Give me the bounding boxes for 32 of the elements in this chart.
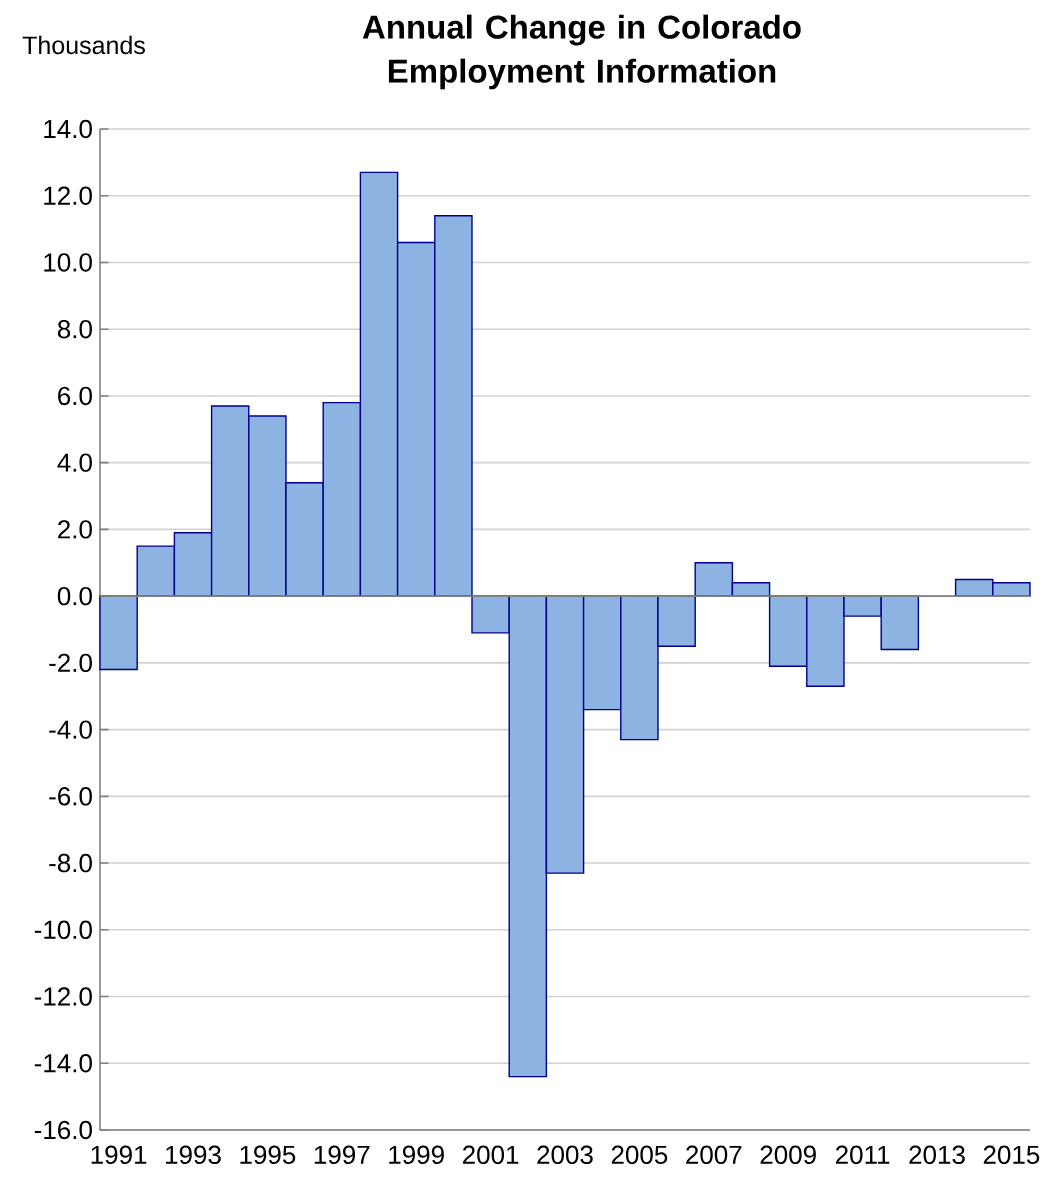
- x-tick-label: 2003: [537, 1145, 593, 1165]
- y-tick-label: 12.0: [44, 186, 92, 205]
- x-tick-label: 1991: [91, 1145, 147, 1165]
- chart-title: Annual Change in Colorado Employment Information: [362, 14, 801, 90]
- y-tick-label: -12.0: [34, 987, 92, 1006]
- y-tick-label: -14.0: [34, 1054, 92, 1073]
- y-tick-label: 8.0: [57, 319, 92, 339]
- x-tick-label: 2001: [462, 1145, 519, 1165]
- y-tick-label: -4.0: [49, 720, 92, 739]
- y-tick-label: -16.0: [34, 1120, 92, 1140]
- bar: [99, 595, 138, 671]
- y-tick-label: 6.0: [58, 386, 92, 406]
- x-tick-label: 2005: [611, 1145, 668, 1165]
- y-tick-label: 0.0: [57, 586, 92, 606]
- y-tick-label: 14.0: [44, 119, 92, 139]
- x-tick-label: 2007: [686, 1145, 742, 1165]
- y-tick-label: -10.0: [34, 920, 92, 939]
- y-tick-label: -8.0: [49, 853, 92, 873]
- y-tick-label: 10.0: [44, 253, 92, 272]
- x-tick-label: 1997: [314, 1145, 370, 1165]
- x-tick-label: 1999: [389, 1145, 444, 1165]
- y-axis-title: Thousands: [22, 35, 145, 55]
- x-tick-label: 2015: [983, 1145, 1040, 1165]
- x-tick-label: 2011: [835, 1145, 890, 1165]
- y-tick-label: 2.0: [58, 520, 92, 539]
- x-tick-label: 2013: [909, 1145, 965, 1165]
- y-tick-label: -2.0: [49, 653, 92, 673]
- x-tick-label: 1995: [240, 1145, 296, 1165]
- x-tick-label: 1993: [166, 1145, 221, 1165]
- x-tick-label: 2009: [760, 1145, 816, 1165]
- y-tick-label: 4.0: [57, 453, 92, 472]
- y-tick-label: -6.0: [49, 787, 92, 806]
